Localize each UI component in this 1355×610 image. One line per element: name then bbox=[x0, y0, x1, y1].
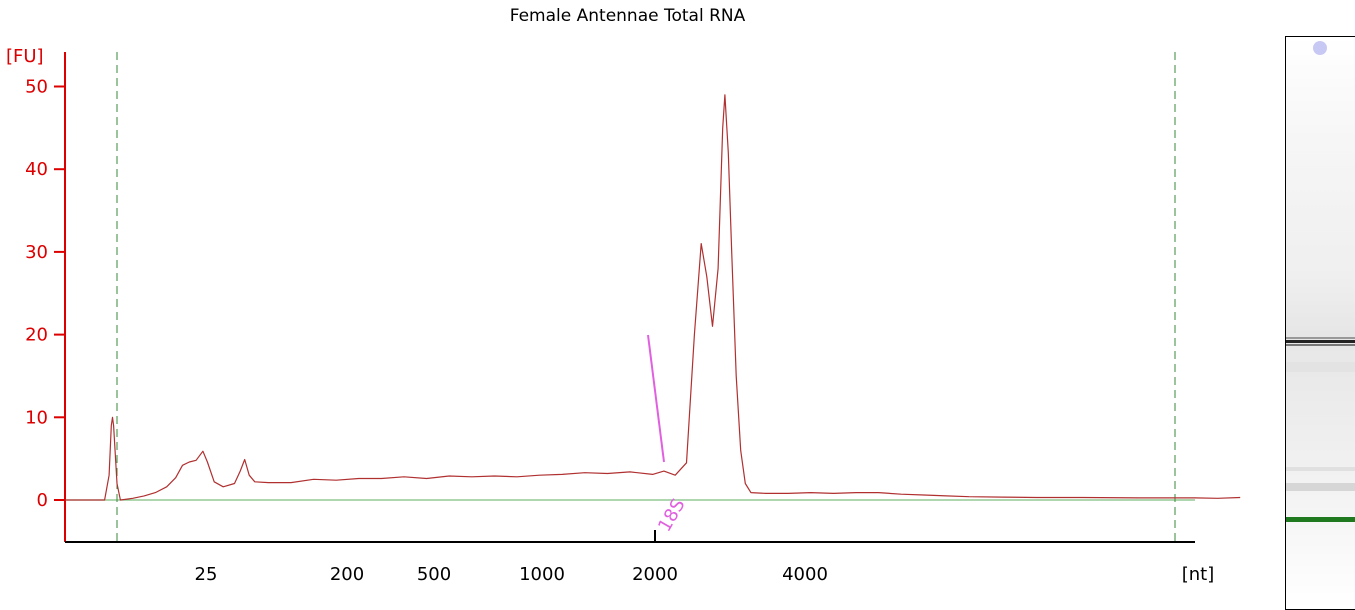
tick-labels: 0 10 20 30 40 50 [FU] 25 200 500 1000 2000 4000 [nt] 1… bbox=[6, 46, 1214, 585]
gel-band bbox=[1286, 483, 1355, 491]
chart-title: Female Antennae Total RNA bbox=[509, 6, 746, 26]
gel-image bbox=[1285, 36, 1355, 610]
y-tick-label: 40 bbox=[25, 159, 48, 180]
trace-layer bbox=[65, 94, 1241, 542]
x-axis-label: [nt] bbox=[1182, 564, 1215, 585]
gel-band bbox=[1286, 337, 1355, 339]
gel-lower-marker-band bbox=[1286, 517, 1355, 522]
x-tick-label: 2000 bbox=[632, 564, 678, 585]
y-tick-label: 0 bbox=[37, 490, 48, 511]
axes bbox=[54, 52, 1195, 543]
gel-band bbox=[1286, 467, 1355, 471]
peak-marker-line bbox=[647, 334, 665, 463]
series-line bbox=[65, 94, 1241, 501]
peak-label: 18S bbox=[654, 495, 689, 535]
gel-marker-dot bbox=[1313, 41, 1327, 55]
gel-band bbox=[1286, 344, 1355, 346]
gel-band bbox=[1286, 362, 1355, 372]
y-axis-label: [FU] bbox=[6, 46, 44, 67]
y-tick-label: 30 bbox=[25, 242, 48, 263]
y-tick-label: 10 bbox=[25, 407, 48, 428]
x-tick-label: 25 bbox=[195, 564, 218, 585]
x-tick-label: 4000 bbox=[782, 564, 828, 585]
x-tick-label: 500 bbox=[417, 564, 451, 585]
x-tick-label: 200 bbox=[330, 564, 364, 585]
marker-lines bbox=[116, 52, 1176, 542]
y-tick-label: 20 bbox=[25, 325, 48, 346]
gel-band bbox=[1286, 340, 1355, 343]
y-tick-label: 50 bbox=[25, 77, 48, 98]
x-tick-label: 1000 bbox=[519, 564, 565, 585]
